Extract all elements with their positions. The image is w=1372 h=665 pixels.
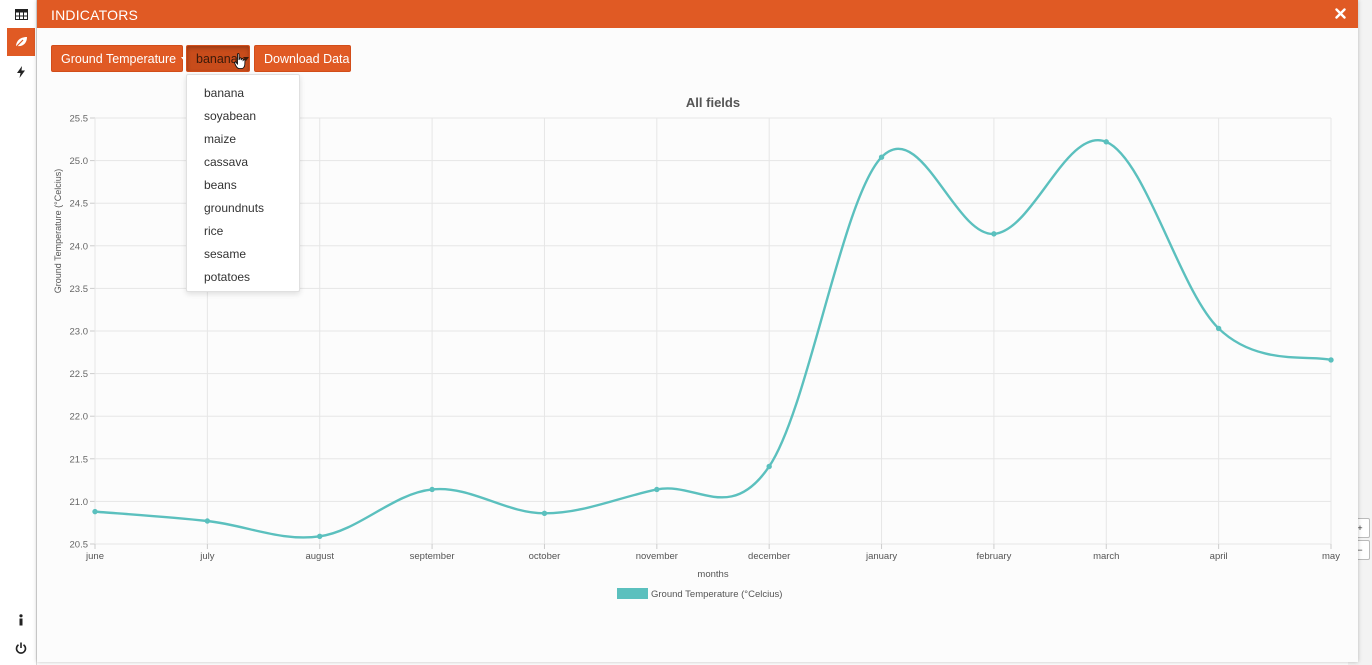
y-tick-label: 23.0 — [70, 327, 89, 338]
x-tick-label: august — [305, 551, 334, 562]
data-point — [766, 463, 772, 470]
dropdown-item-rice[interactable]: rice — [204, 224, 224, 238]
modal-title: INDICATORS — [51, 7, 139, 23]
x-tick-label: april — [1210, 551, 1228, 562]
data-point — [204, 518, 211, 524]
table-icon[interactable] — [7, 0, 35, 28]
x-tick-label: march — [1093, 551, 1119, 562]
left-icon-rail — [0, 0, 37, 665]
data-point — [1215, 325, 1222, 332]
x-tick-label: october — [529, 551, 561, 562]
legend-swatch — [617, 588, 648, 599]
y-tick-label: 25.5 — [70, 114, 89, 125]
data-point — [654, 486, 660, 493]
y-tick-label: 22.5 — [70, 369, 89, 380]
y-tick-label: 24.0 — [70, 241, 89, 252]
y-tick-label: 25.0 — [70, 156, 89, 167]
data-point — [317, 533, 323, 540]
leaf-icon[interactable] — [7, 28, 35, 56]
dropdown-item-sesame[interactable]: sesame — [204, 247, 247, 261]
chevron-down-icon — [242, 56, 249, 61]
info-icon[interactable] — [7, 606, 35, 634]
hand-cursor-icon — [234, 53, 246, 70]
x-tick-label: september — [410, 551, 455, 562]
y-axis-label: Ground Temperature (°Celcius) — [53, 169, 63, 293]
y-tick-label: 21.5 — [70, 454, 89, 465]
y-tick-label: 23.5 — [70, 284, 89, 295]
indicator-select-button[interactable]: Ground Temperature — [51, 45, 188, 72]
dropdown-item-potatoes[interactable]: potatoes — [204, 270, 251, 284]
x-tick-label: june — [85, 551, 104, 562]
legend-label: Ground Temperature (°Celcius) — [651, 589, 782, 600]
download-data-button[interactable]: Download Data — [254, 45, 351, 72]
download-data-label: Download Data — [264, 51, 350, 66]
data-point — [429, 486, 435, 493]
dropdown-item-cassava[interactable]: cassava — [204, 155, 249, 169]
dropdown-item-groundnuts[interactable]: groundnuts — [204, 201, 265, 215]
data-point — [92, 508, 98, 515]
crop-select-label: banana — [196, 51, 238, 66]
power-icon[interactable] — [7, 634, 35, 662]
crop-dropdown-menu: banana soyabean maize cassava beans grou… — [186, 74, 300, 292]
data-point — [1103, 139, 1109, 145]
x-axis-label: months — [697, 569, 728, 580]
x-tick-label: november — [636, 551, 678, 562]
data-point — [878, 154, 885, 160]
chevron-down-icon — [181, 56, 188, 61]
series-line — [94, 138, 1332, 539]
dropdown-item-beans[interactable]: beans — [204, 178, 237, 192]
indicator-select-label: Ground Temperature — [61, 51, 177, 66]
y-tick-label: 24.5 — [70, 199, 89, 210]
chart-title: All fields — [686, 95, 740, 110]
close-icon[interactable] — [1332, 5, 1348, 21]
dropdown-item-maize[interactable]: maize — [204, 132, 237, 146]
data-point — [1328, 357, 1334, 363]
temperature-line-chart: 25.5 25.0 24.5 24.0 23.5 23.0 22.5 22.0 21.5 21.0… — [53, 95, 1340, 600]
dropdown-item-soyabean[interactable]: soyabean — [204, 109, 257, 123]
y-tick-label: 20.5 — [70, 540, 89, 551]
x-tick-label: july — [199, 551, 215, 562]
lightning-icon[interactable] — [7, 58, 35, 86]
x-tick-label: may — [1322, 551, 1340, 562]
y-tick-label: 22.0 — [70, 412, 89, 423]
data-point — [991, 231, 997, 237]
data-point — [541, 510, 548, 517]
dropdown-item-banana[interactable]: banana — [204, 86, 245, 100]
y-tick-label: 21.0 — [70, 497, 89, 508]
x-tick-label: january — [865, 551, 897, 562]
x-tick-label: december — [748, 551, 790, 562]
indicators-modal: INDICATORS Ground Temperature banana Dow… — [37, 0, 1358, 662]
modal-header: INDICATORS — [37, 0, 1358, 28]
x-tick-label: february — [976, 551, 1011, 562]
